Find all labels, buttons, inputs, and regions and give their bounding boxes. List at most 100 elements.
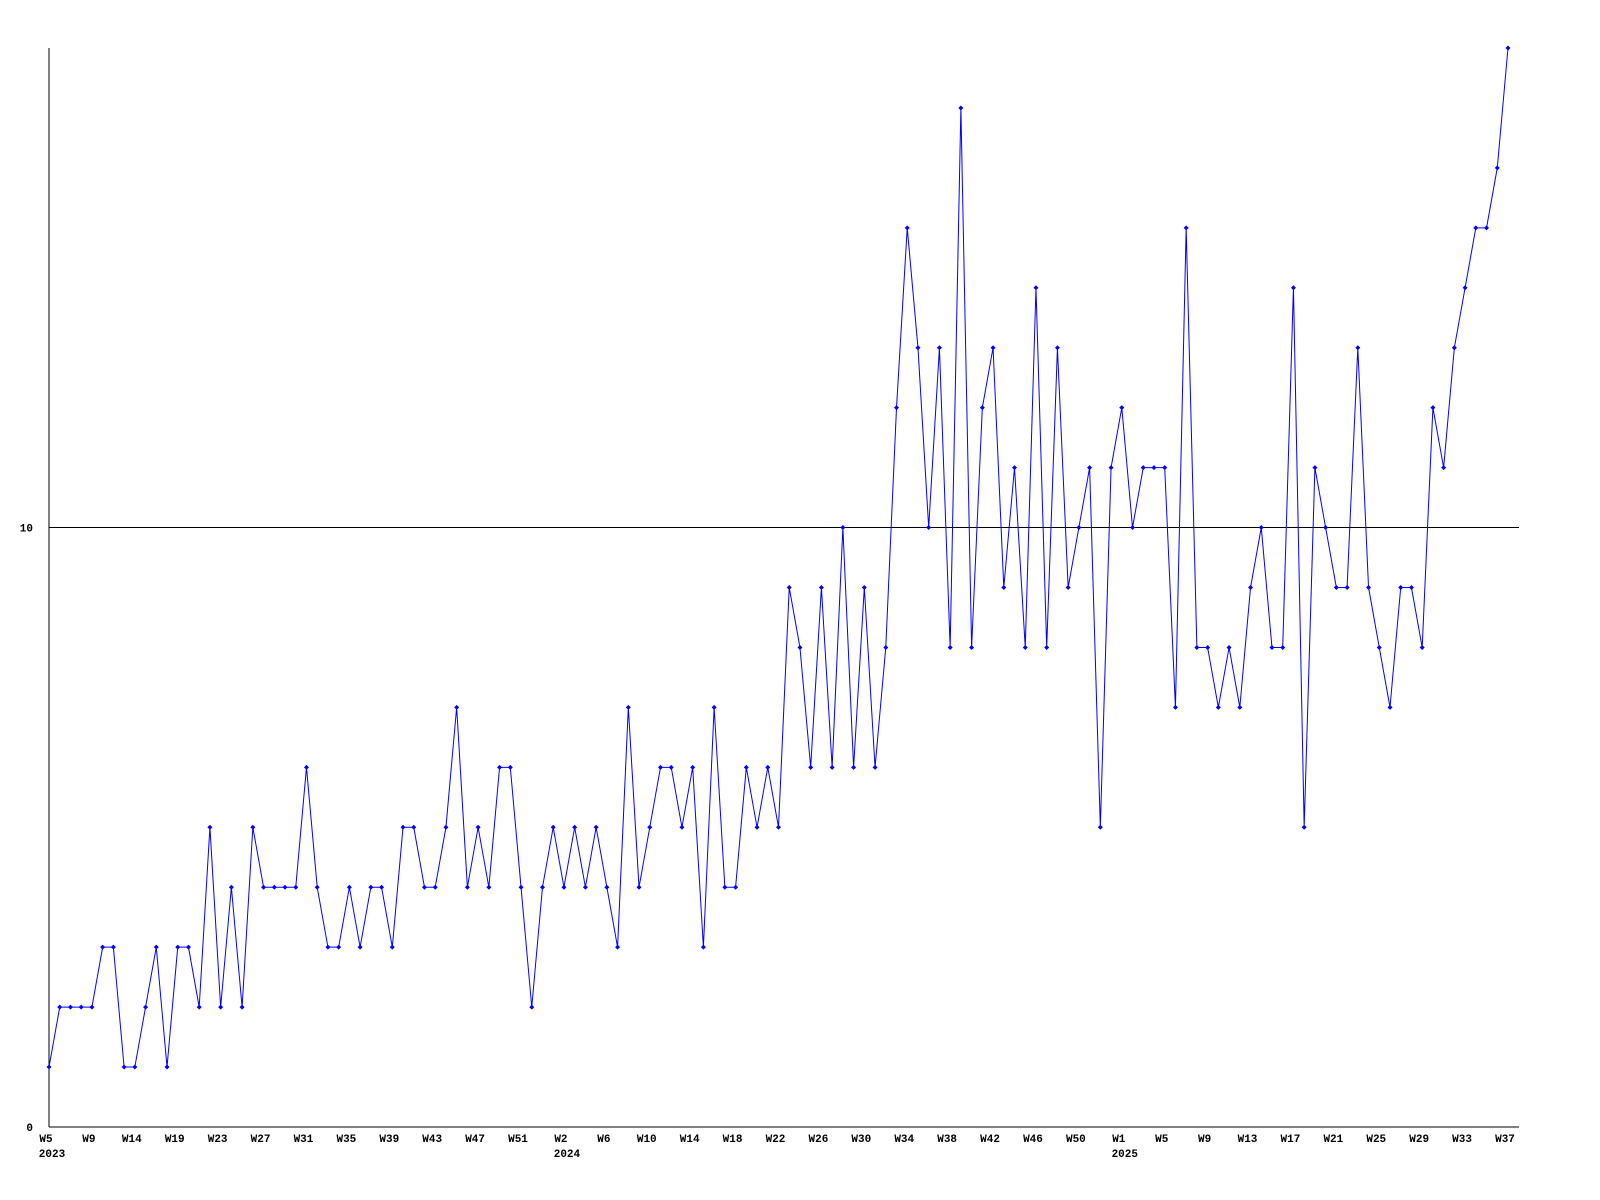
point [786, 585, 792, 590]
x-tick-label: W25 [1366, 1134, 1386, 1146]
line [48, 47, 1509, 1068]
point [615, 944, 621, 950]
point [754, 824, 760, 830]
x-tick-label: W5 [1155, 1134, 1169, 1146]
point [1323, 525, 1329, 531]
point [1054, 345, 1060, 351]
point [346, 884, 352, 890]
x-tick-label: W14 [680, 1134, 700, 1146]
point [1430, 405, 1436, 411]
point [904, 225, 910, 231]
point [325, 944, 331, 950]
point [808, 764, 814, 770]
x-tick-label: W17 [1281, 1134, 1301, 1146]
x-tick-label: W1 [1112, 1134, 1126, 1146]
point [561, 884, 567, 890]
point [46, 1064, 52, 1070]
point [507, 764, 513, 770]
point [743, 764, 749, 770]
y-tick-label: 0 [26, 1123, 33, 1135]
point [1494, 165, 1500, 171]
x-year-label: 2024 [554, 1149, 581, 1161]
point [1076, 525, 1082, 531]
x-tick-label: W5 [39, 1134, 53, 1146]
point [1376, 644, 1382, 650]
point [1162, 465, 1168, 471]
x-tick-label: W39 [379, 1134, 399, 1146]
point [872, 764, 878, 770]
point [582, 884, 588, 890]
point [840, 525, 846, 531]
point [947, 644, 953, 650]
point [915, 345, 921, 351]
point [1312, 465, 1318, 471]
point [861, 585, 867, 590]
point [1237, 704, 1243, 710]
x-tick-label: W42 [980, 1134, 1000, 1146]
point [132, 1064, 138, 1070]
x-tick-label: W14 [122, 1134, 142, 1146]
point [851, 764, 857, 770]
point [1505, 45, 1511, 51]
point [411, 824, 417, 830]
point [1119, 405, 1125, 411]
x-tick-label: W35 [336, 1134, 356, 1146]
x-tick-label: W2 [554, 1134, 567, 1146]
point [657, 764, 663, 770]
point [1344, 585, 1350, 590]
x-tick-label: W37 [1495, 1134, 1515, 1146]
point [153, 944, 159, 950]
point [1333, 585, 1339, 590]
point [1215, 704, 1221, 710]
x-tick-label: W46 [1023, 1134, 1043, 1146]
x-year-label: 2023 [39, 1149, 66, 1161]
point [818, 585, 824, 590]
x-tick-label: W19 [165, 1134, 185, 1146]
point [1172, 704, 1178, 710]
point [936, 345, 942, 351]
point [271, 884, 277, 890]
point [443, 824, 449, 830]
point [164, 1064, 170, 1070]
point [454, 704, 460, 710]
point [464, 884, 470, 890]
x-tick-label: W27 [251, 1134, 271, 1146]
point [593, 824, 599, 830]
point [78, 1004, 84, 1010]
y-tick-label: 10 [20, 524, 33, 536]
point [1462, 285, 1468, 291]
x-tick-label: W29 [1409, 1134, 1429, 1146]
point [550, 824, 556, 830]
x-tick-label: W26 [809, 1134, 829, 1146]
point [1033, 285, 1039, 291]
point [1248, 585, 1254, 590]
point [883, 644, 889, 650]
point [722, 884, 728, 890]
point [776, 824, 781, 830]
point [1290, 285, 1296, 291]
point [700, 944, 706, 950]
point [1022, 644, 1028, 650]
point [67, 1004, 73, 1010]
point [57, 1004, 63, 1010]
x-year-label: 2025 [1112, 1149, 1139, 1161]
point [1280, 644, 1286, 650]
point [239, 1004, 245, 1010]
point [529, 1004, 535, 1010]
x-tick-label: W6 [597, 1134, 610, 1146]
x-tick-label: W34 [894, 1134, 914, 1146]
point [1097, 824, 1103, 830]
point [379, 884, 385, 890]
point [196, 1004, 202, 1010]
point [668, 764, 674, 770]
point [711, 704, 717, 710]
point [690, 764, 696, 770]
point [979, 405, 985, 411]
point [486, 884, 492, 890]
point [100, 944, 106, 950]
point [1451, 345, 1457, 351]
x-tick-label: W9 [82, 1134, 95, 1146]
point [765, 764, 771, 770]
